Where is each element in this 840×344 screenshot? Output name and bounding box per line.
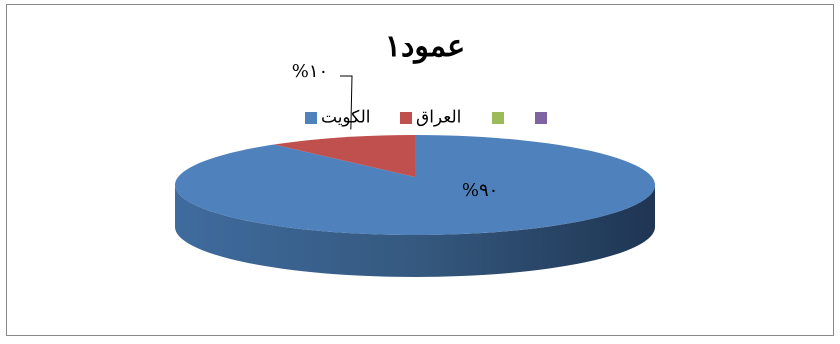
legend-swatch <box>535 112 547 124</box>
legend-swatch <box>305 112 317 124</box>
leader-line <box>340 75 353 130</box>
data-label: %١٠ <box>292 61 328 82</box>
pie-slice <box>174 135 656 236</box>
legend-swatch <box>492 112 504 124</box>
legend-swatch <box>400 112 412 124</box>
legend-label: الكويت <box>321 108 371 128</box>
pie-side <box>175 185 655 277</box>
legend-label: العراق <box>416 108 461 128</box>
pie-slice <box>273 135 415 177</box>
chart-title: عمود١ <box>385 29 465 64</box>
data-label: %٩٠ <box>462 180 498 201</box>
